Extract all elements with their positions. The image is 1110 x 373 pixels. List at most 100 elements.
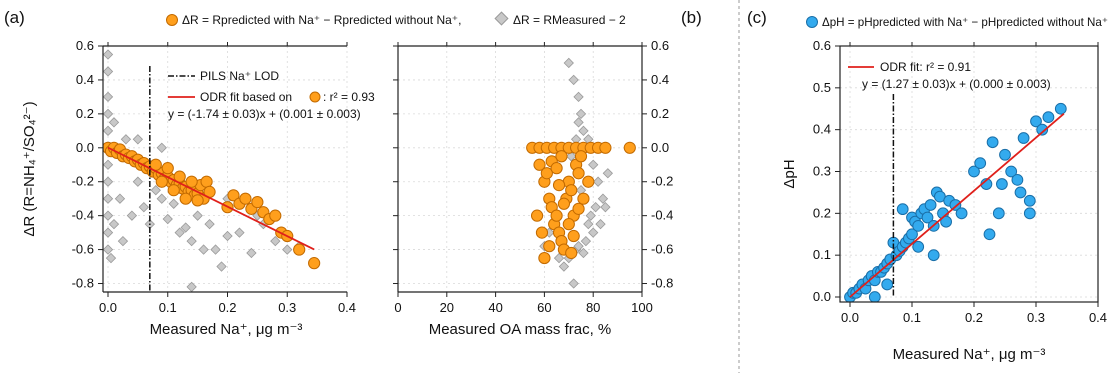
a-right-gray-point-4 — [578, 125, 589, 136]
legend-marker-blue — [806, 16, 818, 28]
a-left-gray-point-42 — [132, 134, 144, 145]
c-point-49 — [1036, 123, 1049, 136]
c-point-26 — [921, 211, 934, 224]
a-right-gray-point-10 — [602, 168, 614, 179]
c-point-55 — [912, 240, 925, 253]
a-right-orange-point-26 — [572, 167, 585, 180]
a-right-ytick-label-r-5: 0.2 — [651, 106, 669, 121]
a-right-orange-point-43 — [582, 175, 595, 188]
a-right-ytick-label-r-1: -0.6 — [651, 242, 673, 257]
a-left-gray-point-3 — [103, 108, 114, 120]
a-left-gray-point-0 — [103, 49, 114, 60]
c-fit-line — [849, 113, 1065, 298]
a-right-ytick-label-r-7: 0.6 — [651, 38, 669, 53]
a-right-ytick-label-r-6: 0.4 — [651, 72, 669, 87]
a-right-xtick-label-2: 40 — [488, 300, 502, 315]
c-point-46 — [1023, 194, 1036, 207]
a-left-ytick-label-0: -0.8 — [72, 276, 94, 291]
a-right-xtick-label-5: 100 — [631, 300, 653, 315]
a-left-gray-point-2 — [103, 91, 114, 103]
a-right-gray-point-13 — [580, 235, 592, 247]
c-point-41 — [992, 207, 1005, 220]
legend-marker-gray — [494, 11, 509, 26]
a-left-gray-point-33 — [222, 230, 233, 242]
a-right-orange-point-29 — [538, 251, 551, 265]
a-left-orange-point-35 — [155, 175, 168, 188]
a-left-gray-point-17 — [126, 210, 138, 221]
a-left-gray-point-30 — [204, 218, 215, 230]
a-right-gray-point-7 — [592, 176, 604, 187]
xlabel-a-left: Measured Na⁺, μg m⁻³ — [150, 321, 303, 338]
c-point-40 — [986, 136, 999, 149]
c-point-52 — [868, 291, 881, 302]
legend-marker-orange — [166, 14, 178, 26]
a-right-orange-point-12 — [533, 158, 546, 171]
a-left-xtick-label-1: 0.1 — [159, 300, 177, 315]
a-right-xtick-label-1: 20 — [440, 300, 454, 315]
a-right-orange-point-38 — [567, 229, 580, 243]
a-left-gray-point-8 — [103, 210, 114, 221]
a-left-gray-point-31 — [210, 244, 221, 255]
a-right-orange-point-31 — [530, 209, 544, 222]
a-left-xtick-label-2: 0.2 — [218, 300, 236, 315]
a-right-gray-point-23 — [573, 117, 584, 128]
fit-equation-a: y = (-1.74 ± 0.03)x + (0.001 ± 0.003) — [168, 107, 361, 121]
a-right-orange-point-32 — [535, 226, 549, 239]
axes-a-left: 0.0 0.1 0.2 0.3 0.4 -0.8 -0.6 -0.4 -0.2 0.0 0.2 0.4… — [72, 38, 356, 315]
c-ytick-label-0: 0.0 — [813, 289, 831, 304]
a-left-orange-point-48 — [293, 243, 306, 256]
c-point-43 — [1005, 165, 1018, 178]
c-xtick-label-1: 0.1 — [903, 310, 921, 325]
a-right-gray-point-3 — [575, 108, 587, 120]
a-left-gray-point-6 — [103, 176, 114, 187]
c-xtick-label-2: 0.2 — [965, 310, 983, 325]
c-point-50 — [1042, 111, 1055, 124]
c-point-34 — [949, 199, 962, 211]
a-left-gray-point-25 — [174, 227, 185, 238]
a-left-gray-point-16 — [120, 134, 132, 145]
a-right-orange-point-28 — [577, 192, 590, 205]
lod-legend-text: PILS Na⁺ LOD — [200, 69, 279, 83]
a-left-gray-point-22 — [156, 193, 167, 204]
a-right-gray-point-5 — [583, 134, 594, 145]
c-point-27 — [924, 199, 937, 211]
a-right-ytick-label-r-3: -0.2 — [651, 174, 673, 189]
c-point-53 — [881, 278, 894, 291]
c-point-37 — [974, 157, 987, 170]
plot-c — [844, 94, 1067, 302]
a-left-gray-point-34 — [234, 227, 245, 238]
a-right-orange-point-37 — [562, 218, 575, 231]
a-right-xtick-label-0: 0 — [394, 300, 401, 315]
a-right-orange-point-42 — [565, 246, 578, 260]
a-right-gray-point-1 — [568, 74, 579, 86]
a-right-gray-point-15 — [568, 278, 579, 289]
a-right-xtick-label-3: 60 — [537, 300, 551, 315]
c-point-32 — [940, 215, 952, 228]
legend-orange-text: ΔR = Rpredicted with Na⁺ − Rpredicted wi… — [182, 13, 461, 27]
a-left-gray-point-38 — [282, 244, 293, 255]
a-right-ytick-label-r-2: -0.4 — [651, 208, 673, 223]
c-ytick-label-1: 0.1 — [813, 247, 831, 262]
a-left-gray-point-21 — [150, 185, 161, 196]
a-right-gray-point-8 — [597, 193, 609, 204]
a-left-gray-point-7 — [103, 193, 114, 204]
a-right-ytick-label-r-4: 0.0 — [651, 140, 669, 155]
fit-legend-marker-a — [309, 91, 321, 103]
c-point-42 — [999, 148, 1011, 161]
grid-a-right — [397, 45, 643, 292]
a-right-gray-point-21 — [590, 202, 601, 213]
a-left-gray-point-37 — [270, 235, 281, 247]
a-left-ytick-label-6: 0.4 — [76, 72, 94, 87]
legend-c-text: ΔpH = pHpredicted with Na⁺ − pHpredicted… — [822, 15, 1108, 29]
a-right-gray-point-27 — [553, 252, 565, 264]
a-right-orange-point-11 — [623, 141, 636, 154]
a-right-gray-point-12 — [588, 227, 599, 238]
a-left-gray-point-32 — [216, 261, 227, 272]
a-right-gray-point-14 — [578, 247, 589, 259]
a-right-gray-point-19 — [573, 241, 584, 252]
a-left-gray-point-11 — [105, 252, 117, 264]
c-point-51 — [1054, 102, 1067, 115]
a-left-orange-point-33 — [200, 175, 213, 188]
a-right-orange-point-27 — [574, 150, 588, 163]
fit-legend-text-c: ODR fit: r² = 0.91 — [880, 60, 971, 74]
